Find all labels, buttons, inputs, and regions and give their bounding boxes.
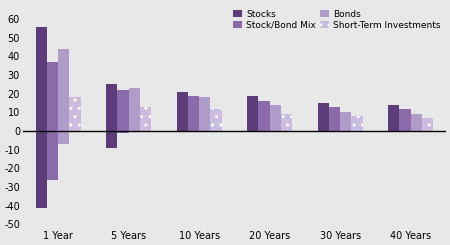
Bar xyxy=(58,49,69,131)
Bar xyxy=(410,114,422,131)
Bar xyxy=(351,116,363,131)
Bar xyxy=(340,112,351,131)
Bar xyxy=(106,84,117,131)
Bar xyxy=(388,105,399,131)
Bar xyxy=(188,96,199,131)
Bar xyxy=(36,26,47,131)
Bar xyxy=(329,107,340,131)
Bar xyxy=(47,131,58,180)
Bar xyxy=(140,107,151,131)
Bar xyxy=(47,62,58,131)
Bar xyxy=(270,105,281,131)
Bar xyxy=(422,118,433,131)
Legend: Stocks, Stock/Bond Mix, Bonds, Short-Term Investments: Stocks, Stock/Bond Mix, Bonds, Short-Ter… xyxy=(232,9,441,31)
Bar xyxy=(58,131,69,144)
Bar xyxy=(129,88,140,131)
Bar xyxy=(258,101,270,131)
Bar xyxy=(247,96,258,131)
Bar xyxy=(318,103,329,131)
Bar xyxy=(210,109,222,131)
Bar xyxy=(281,114,292,131)
Bar xyxy=(399,109,410,131)
Bar xyxy=(176,92,188,131)
Bar xyxy=(117,131,129,133)
Bar xyxy=(69,98,81,131)
Bar xyxy=(36,131,47,208)
Bar xyxy=(106,131,117,148)
Bar xyxy=(199,98,210,131)
Bar xyxy=(117,90,129,131)
